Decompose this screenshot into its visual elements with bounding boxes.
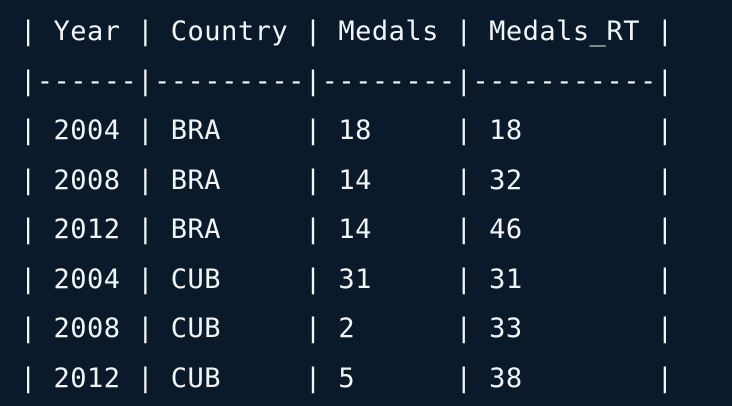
table-header-row: | Year | Country | Medals | Medals_RT |: [20, 16, 674, 47]
table-row: | 2012 | CUB | 5 | 38 |: [20, 362, 674, 394]
table-row: | 2008 | CUB | 2 | 33 |: [20, 313, 674, 344]
table-row: | 2008 | BRA | 14 | 32 |: [20, 164, 674, 196]
table-row: | 2004 | BRA | 18 | 18 |: [20, 115, 674, 146]
table-row: | 2012 | BRA | 14 | 46 |: [20, 214, 674, 245]
table-separator-row: |------|---------|--------|-----------|: [20, 65, 674, 97]
table-row: | 2004 | CUB | 31 | 31 |: [20, 263, 674, 295]
